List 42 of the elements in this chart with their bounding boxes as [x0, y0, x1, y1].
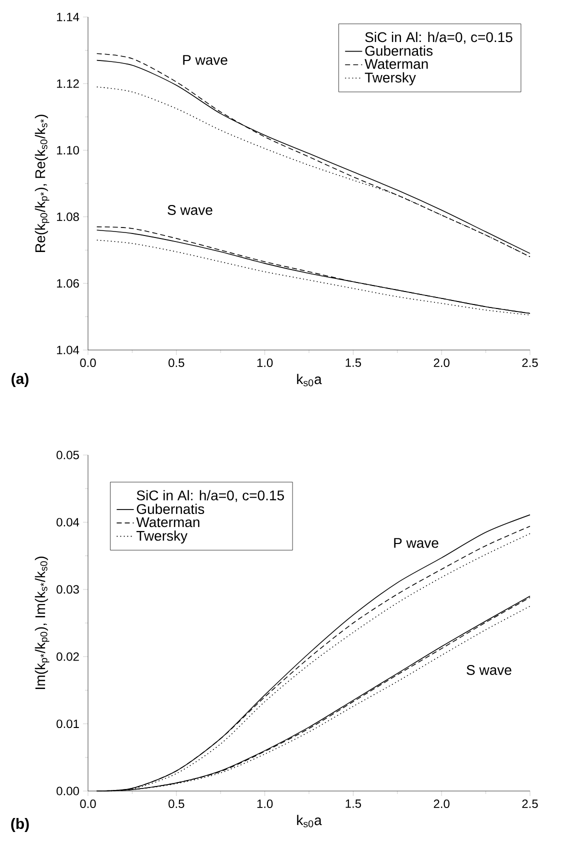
annotation: P wave	[394, 538, 438, 548]
y-tick-label: 1.10	[57, 146, 79, 154]
y-tick-label: 0.00	[56, 786, 79, 796]
x-tick-label: 0.5	[168, 800, 184, 808]
x-tick-label: 2.5	[522, 800, 538, 808]
legend-title: SiC in Al: h/a=0, c=0.15	[365, 32, 512, 44]
text: (b)	[11, 818, 29, 832]
legend-label: Gubernatis	[365, 46, 433, 56]
x-tick-label: 2.0	[434, 800, 450, 808]
x-tick-label: 0.0	[80, 800, 96, 808]
x-axis-title: k$_{s0}$a	[297, 374, 322, 386]
text: Re(k$_{p0}$/k$_{p*}$), Re(k$_{s0}$/k$_{s*}$)	[34, 114, 50, 252]
legend-label: Waterman	[364, 59, 428, 69]
legend-label: Twersky	[136, 530, 188, 544]
y-tick-label: 1.14	[57, 12, 80, 22]
x-tick-label: 0.5	[168, 358, 184, 368]
y-tick-label: 1.08	[57, 212, 79, 222]
x-axis-title: k$_{s0}$a	[297, 814, 322, 828]
x-tick-label: 2.5	[522, 358, 538, 368]
legend-label: Twersky	[364, 72, 416, 86]
legend-label: Waterman	[136, 517, 200, 528]
y-tick-label: 0.01	[56, 720, 79, 728]
x-tick-label: 1.0	[257, 358, 273, 368]
text: Im(k$_{p*}$/k$_{p0}$), Im(k$_{s*}$/k$_{s0}$)	[34, 556, 50, 689]
y-tick-label: 0.04	[56, 518, 80, 526]
x-tick-label: 1.5	[346, 800, 362, 808]
text: (a)	[12, 373, 28, 387]
y-tick-label: 0.03	[56, 585, 79, 594]
annotation: P wave	[183, 55, 228, 65]
y-tick-label: 1.06	[57, 279, 79, 288]
y-tick-label: 1.12	[57, 79, 79, 88]
legend-title: SiC in Al: h/a=0, c=0.15	[136, 490, 284, 502]
y-tick-label: 1.04	[57, 346, 80, 354]
y-tick-label: 0.05	[56, 450, 79, 460]
legend-label: Gubernatis	[136, 504, 204, 514]
x-tick-label: 1.0	[257, 800, 273, 808]
y-tick-label: 0.02	[56, 652, 79, 661]
x-tick-label: 2.0	[434, 358, 450, 368]
annotation: S wave	[466, 665, 512, 675]
x-tick-label: 1.5	[346, 358, 362, 367]
annotation: S wave	[168, 205, 212, 215]
x-tick-label: 0.0	[80, 358, 96, 368]
